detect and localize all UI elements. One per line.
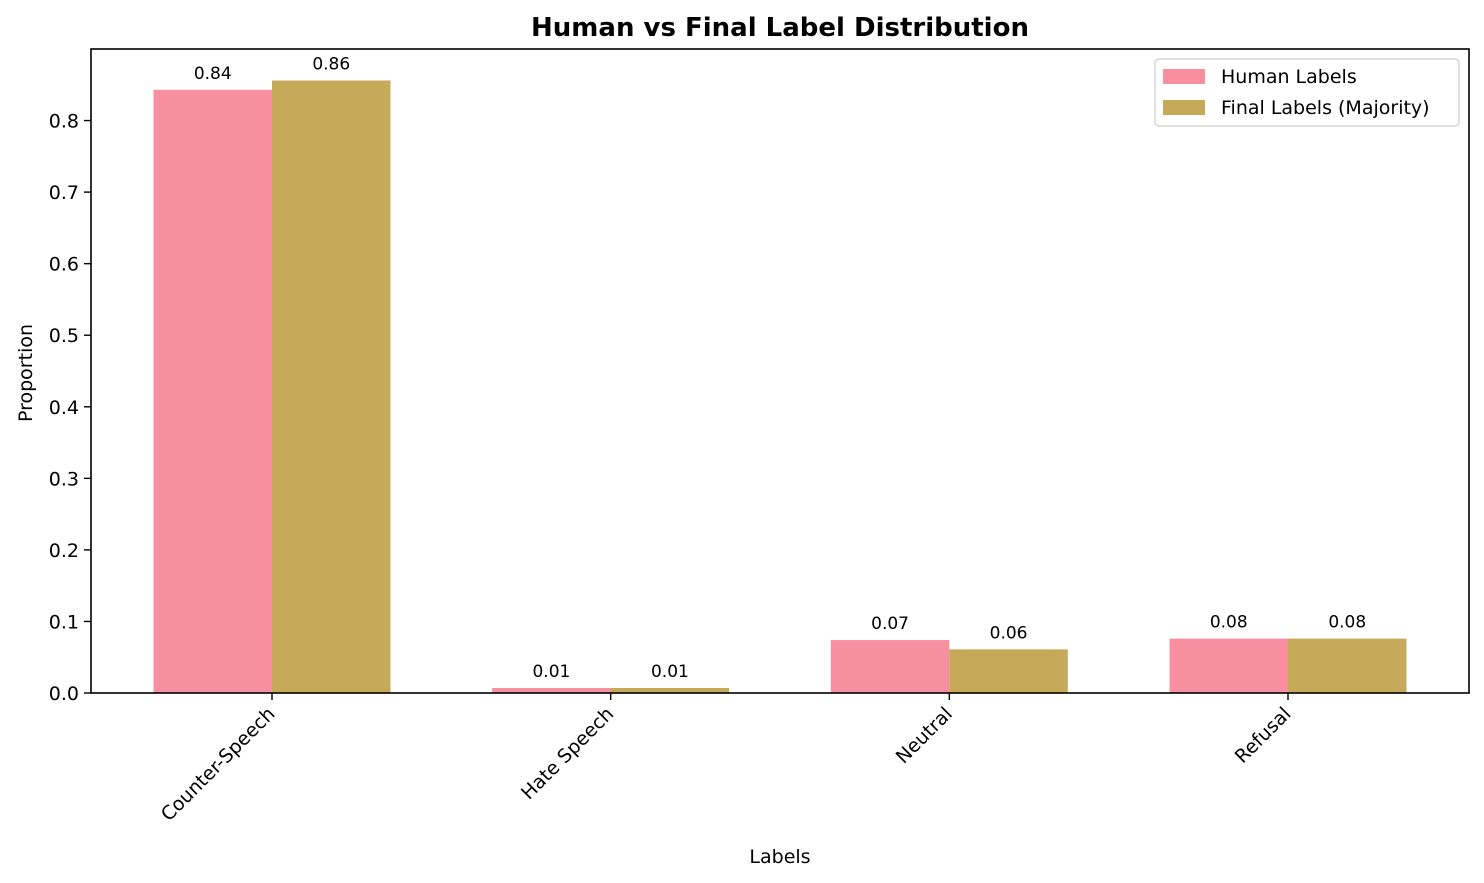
value-label: 0.01 (651, 662, 689, 682)
bar-counter-speech-series-2 (272, 80, 391, 694)
y-tick-label: 0.0 (49, 683, 79, 705)
bar-counter-speech-series-1 (153, 89, 272, 693)
bar-hate-speech-series-1 (492, 687, 611, 693)
y-tick-label: 0.6 (49, 254, 79, 276)
bar-neutral-series-1 (830, 640, 950, 693)
value-label: 0.01 (532, 662, 570, 682)
y-tick-label: 0.4 (49, 397, 79, 419)
value-label: 0.08 (1328, 613, 1366, 633)
y-tick-label: 0.8 (49, 111, 79, 133)
legend-box (1154, 58, 1460, 127)
plot-frame (90, 48, 1470, 694)
plot-area: 0.84 0.86 0.01 0.01 0.07 0.06 0.08 0.08 0.0 0.1 0.… (49, 48, 1470, 826)
legend-label: Human Labels (1221, 66, 1357, 88)
y-axis-label: Proportion (15, 324, 37, 422)
x-axis-label: Labels (749, 846, 810, 868)
bar-refusal-series-2 (1288, 638, 1407, 693)
x-tick-label: Neutral (892, 703, 957, 768)
y-tick-label: 0.1 (49, 611, 79, 633)
y-tick-label: 0.3 (49, 468, 79, 490)
x-tick-label: Hate Speech (517, 703, 618, 804)
y-tick-label: 0.5 (49, 325, 79, 347)
value-label: 0.84 (194, 64, 232, 84)
bar-refusal-series-1 (1169, 638, 1288, 693)
y-tick-label: 0.7 (49, 182, 79, 204)
bar-neutral-series-2 (949, 649, 1068, 693)
y-tick-label: 0.2 (49, 540, 79, 562)
legend-label: Final Labels (Majority) (1221, 97, 1430, 119)
value-label: 0.08 (1210, 613, 1248, 633)
legend: Human Labels Final Labels (Majority) (1154, 58, 1460, 127)
x-tick-label: Counter-Speech (157, 703, 280, 826)
legend-swatch (1163, 100, 1205, 115)
chart-title: Human vs Final Label Distribution (531, 13, 1029, 43)
legend-swatch (1163, 69, 1205, 84)
value-label: 0.06 (990, 623, 1028, 643)
bar-hate-speech-series-2 (610, 687, 730, 693)
value-label: 0.07 (871, 614, 909, 634)
x-tick-label: Refusal (1231, 703, 1296, 768)
value-label: 0.86 (312, 54, 350, 74)
